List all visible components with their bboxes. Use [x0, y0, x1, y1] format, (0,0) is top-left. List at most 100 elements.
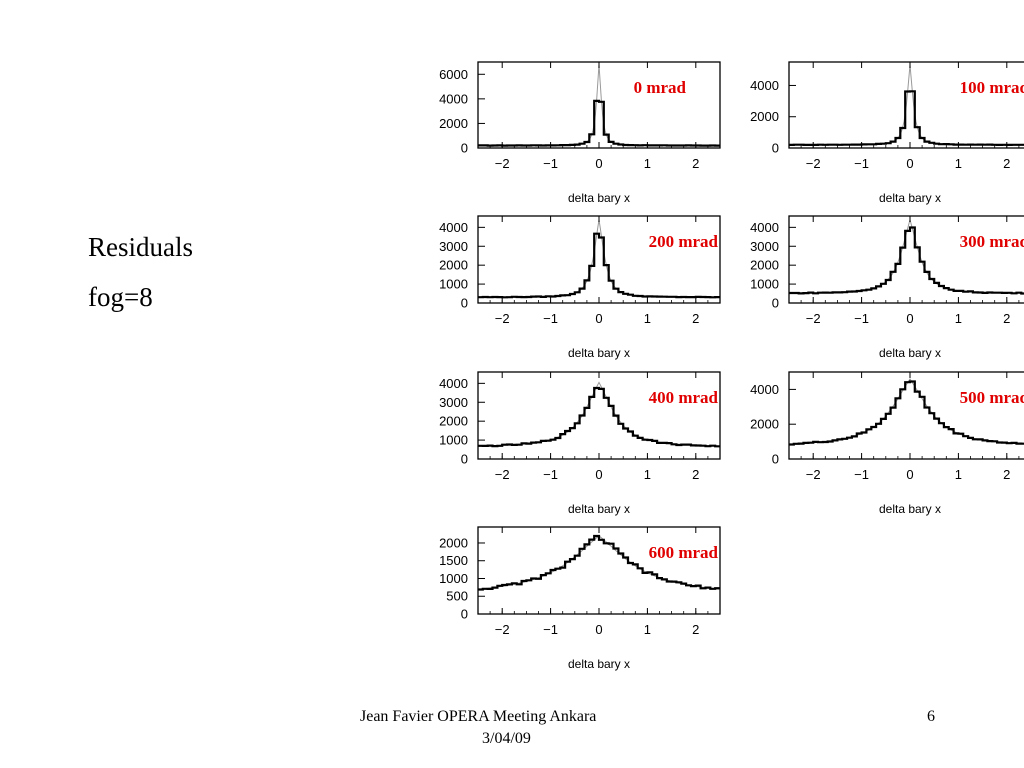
- histogram-panel-3: −2 −1 0 1 2 0 1000 2000 3000 4000 delta bary x 300 …: [750, 215, 1024, 360]
- plot-frame: [477, 215, 721, 304]
- x-tick-label: 0: [906, 467, 913, 482]
- x-tick-label: −1: [543, 311, 558, 326]
- x-tick-label: −2: [495, 622, 510, 637]
- y-tick-label: 4000: [439, 220, 468, 235]
- x-tick-label: 1: [644, 156, 651, 171]
- slide-heading-residuals: Residuals: [88, 232, 193, 262]
- histogram-steps: [478, 232, 720, 299]
- histogram-panel-4: −2 −1 0 1 2 0 1000 2000 3000 4000 delta bary x 400 …: [439, 371, 721, 516]
- slide-heading-fog: fog=8: [88, 282, 153, 312]
- histogram-steps: [478, 99, 720, 147]
- x-tick-label: −2: [495, 156, 510, 171]
- x-tick-label: 2: [692, 622, 699, 637]
- histogram-steps: [789, 380, 1024, 446]
- x-tick-label: −2: [806, 156, 821, 171]
- y-tick-label: 1500: [439, 553, 468, 568]
- plot-frame: [788, 215, 1024, 304]
- x-tick-label: 1: [644, 311, 651, 326]
- histogram-panel-2: −2 −1 0 1 2 0 1000 2000 3000 4000 delta bary x 200 …: [439, 215, 721, 360]
- x-tick-label: 2: [1003, 467, 1010, 482]
- x-tick-label: 0: [906, 156, 913, 171]
- plot-frame: [477, 61, 721, 149]
- x-tick-label: −1: [854, 156, 869, 171]
- x-tick-label: 0: [595, 311, 602, 326]
- page-number: 6: [927, 708, 935, 725]
- x-axis-label: delta bary x: [568, 346, 630, 360]
- x-tick-label: −2: [495, 311, 510, 326]
- y-tick-label: 2000: [750, 258, 779, 273]
- x-tick-label: 0: [595, 467, 602, 482]
- y-tick-label: 2000: [750, 417, 779, 432]
- y-tick-label: 3000: [439, 395, 468, 410]
- x-axis-label: delta bary x: [568, 657, 630, 671]
- y-tick-label: 2000: [750, 109, 779, 124]
- x-tick-label: −1: [854, 311, 869, 326]
- y-tick-label: 4000: [439, 376, 468, 391]
- x-tick-label: −1: [543, 156, 558, 171]
- x-axis-label: delta bary x: [568, 191, 630, 205]
- x-tick-label: −2: [806, 467, 821, 482]
- angle-label: 100 mrad: [960, 78, 1024, 97]
- y-tick-label: 0: [461, 296, 468, 311]
- x-tick-label: −1: [854, 467, 869, 482]
- x-tick-label: 2: [692, 311, 699, 326]
- y-tick-label: 500: [446, 589, 468, 604]
- y-tick-label: 6000: [439, 67, 468, 82]
- x-tick-label: 2: [1003, 311, 1010, 326]
- y-tick-label: 0: [461, 141, 468, 156]
- x-tick-label: 2: [692, 156, 699, 171]
- y-tick-label: 4000: [750, 78, 779, 93]
- x-tick-label: 2: [692, 467, 699, 482]
- histogram-steps: [478, 386, 720, 448]
- angle-label: 400 mrad: [649, 388, 719, 407]
- histogram-panel-1: −2 −1 0 1 2 0 2000 4000 delta bary x 100 mrad: [750, 61, 1024, 205]
- x-axis-label: delta bary x: [879, 191, 941, 205]
- histogram-steps: [789, 90, 1024, 146]
- footer-author-meeting: Jean Favier OPERA Meeting Ankara: [360, 708, 597, 725]
- y-tick-label: 0: [461, 607, 468, 622]
- x-tick-label: 1: [644, 622, 651, 637]
- x-tick-label: 1: [955, 156, 962, 171]
- footer-date: 3/04/09: [482, 730, 531, 747]
- y-tick-label: 2000: [439, 535, 468, 550]
- x-axis-label: delta bary x: [879, 502, 941, 516]
- x-tick-label: 1: [955, 311, 962, 326]
- angle-label: 600 mrad: [649, 543, 719, 562]
- y-tick-label: 3000: [750, 239, 779, 254]
- x-tick-label: −1: [543, 622, 558, 637]
- x-tick-label: 1: [644, 467, 651, 482]
- x-tick-label: 0: [595, 622, 602, 637]
- y-tick-label: 2000: [439, 258, 468, 273]
- x-tick-label: 0: [906, 311, 913, 326]
- histogram-panel-6: −2 −1 0 1 2 0 500 1000 1500 2000 delta bary x 600 m…: [439, 526, 721, 671]
- y-tick-label: 0: [772, 141, 779, 156]
- x-axis-label: delta bary x: [879, 346, 941, 360]
- y-tick-label: 4000: [750, 382, 779, 397]
- x-tick-label: −2: [806, 311, 821, 326]
- x-tick-label: 1: [955, 467, 962, 482]
- angle-label: 0 mrad: [634, 78, 687, 97]
- x-axis-label: delta bary x: [568, 502, 630, 516]
- y-tick-label: 3000: [439, 239, 468, 254]
- angle-label: 500 mrad: [960, 388, 1024, 407]
- y-tick-label: 0: [772, 296, 779, 311]
- angle-label: 200 mrad: [649, 232, 719, 251]
- histogram-panel-5: −2 −1 0 1 2 0 2000 4000 delta bary x 500 mrad: [750, 371, 1024, 516]
- y-tick-label: 1000: [750, 277, 779, 292]
- y-tick-label: 0: [461, 452, 468, 467]
- y-tick-label: 2000: [439, 116, 468, 131]
- histogram-panel-0: −2 −1 0 1 2 0 2000 4000 6000 delta bary x 0 mrad: [439, 61, 721, 205]
- y-tick-label: 1000: [439, 571, 468, 586]
- y-tick-label: 1000: [439, 277, 468, 292]
- angle-label: 300 mrad: [960, 232, 1024, 251]
- x-tick-label: −1: [543, 467, 558, 482]
- histogram-steps: [478, 534, 720, 591]
- y-tick-label: 4000: [750, 220, 779, 235]
- y-tick-label: 0: [772, 452, 779, 467]
- fit-curve: [478, 64, 720, 146]
- y-tick-label: 2000: [439, 414, 468, 429]
- x-tick-label: 0: [595, 156, 602, 171]
- histogram-steps: [789, 226, 1024, 295]
- y-tick-label: 4000: [439, 91, 468, 106]
